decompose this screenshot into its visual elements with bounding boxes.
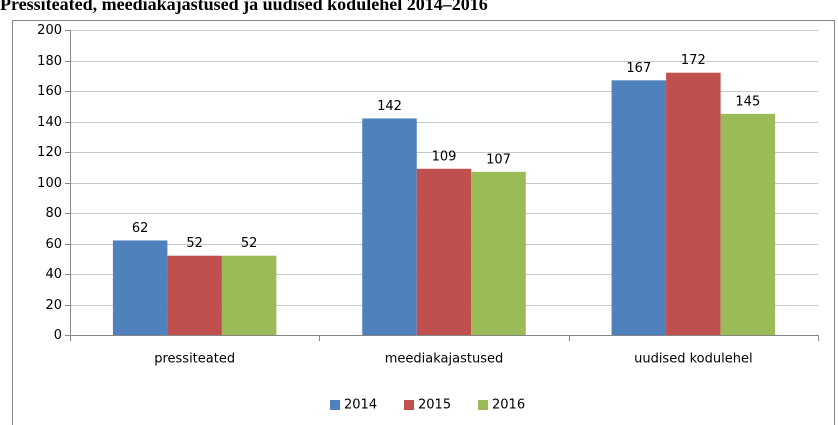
y-tick-label: 160 (37, 84, 62, 99)
x-tick-label: meediakajastused (385, 352, 503, 367)
y-tick-label: 40 (45, 267, 62, 282)
data-label: 172 (681, 53, 706, 68)
y-tick-label: 20 (45, 298, 62, 313)
y-tick-label: 80 (45, 206, 62, 221)
x-tick-label: uudised kodulehel (634, 352, 752, 367)
data-label: 142 (377, 99, 402, 114)
bar (666, 72, 721, 335)
data-label: 109 (432, 149, 457, 164)
data-label: 52 (241, 236, 258, 251)
bar (362, 118, 417, 335)
chart-title: Pressiteated, meediakajastused ja uudise… (0, 0, 488, 14)
legend-swatch (330, 400, 340, 410)
y-tick-label: 100 (37, 176, 62, 191)
bar (416, 168, 472, 335)
y-tick-label: 200 (37, 23, 62, 38)
y-tick-label: 120 (37, 145, 62, 160)
bar (611, 80, 667, 335)
data-label: 145 (735, 94, 760, 109)
data-label: 167 (626, 61, 651, 76)
bar (112, 240, 168, 335)
legend-label: 2016 (492, 398, 525, 413)
y-tick-label: 60 (45, 237, 62, 252)
y-tick-label: 140 (37, 115, 62, 130)
bar (720, 113, 776, 335)
data-label: 107 (486, 152, 511, 167)
x-tick-label: pressiteated (154, 352, 235, 367)
bar (471, 171, 526, 335)
legend-swatch (478, 400, 488, 410)
legend-swatch (404, 400, 414, 410)
y-tick-label: 180 (37, 54, 62, 69)
bar (221, 255, 277, 335)
legend-label: 2014 (344, 398, 377, 413)
y-tick-label: 0 (54, 328, 62, 343)
data-label: 62 (132, 221, 149, 236)
bar (167, 255, 222, 335)
data-label: 52 (186, 236, 203, 251)
legend-label: 2015 (418, 398, 451, 413)
